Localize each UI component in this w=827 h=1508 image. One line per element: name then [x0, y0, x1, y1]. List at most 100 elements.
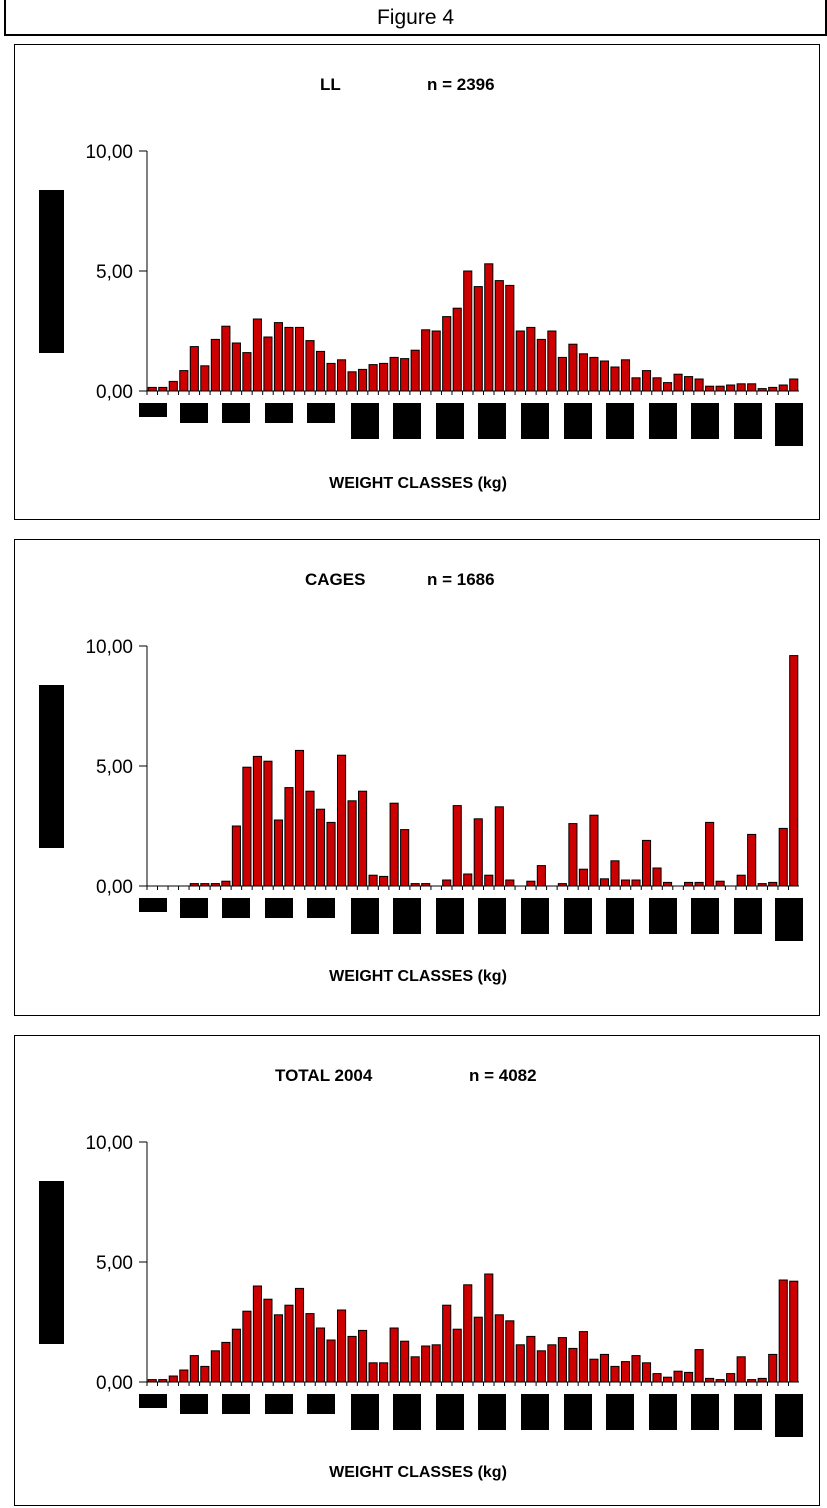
bar	[599, 360, 610, 392]
bar	[557, 883, 567, 887]
bar	[694, 378, 704, 392]
bar	[673, 373, 683, 392]
bar	[484, 1273, 494, 1383]
bar	[210, 883, 220, 887]
bar	[242, 352, 252, 392]
bar	[547, 1344, 557, 1383]
redacted-x-tick-label	[606, 1394, 634, 1430]
bar	[589, 356, 599, 392]
bar	[168, 1375, 178, 1383]
redacted-x-tick-label	[351, 1394, 379, 1430]
x-axis-label: WEIGHT CLASSES (kg)	[329, 475, 507, 492]
bar	[768, 881, 778, 887]
bar	[284, 326, 294, 392]
bar	[326, 1339, 336, 1383]
redacted-x-tick-label	[564, 403, 592, 439]
redacted-x-tick-label	[649, 898, 677, 934]
bar	[200, 883, 210, 887]
bar	[200, 365, 210, 392]
bar	[358, 790, 368, 887]
redacted-x-tick-label	[180, 403, 208, 423]
y-tick-label: 10,00	[85, 1133, 133, 1154]
bar	[726, 384, 736, 392]
redacted-x-tick-label	[307, 1394, 335, 1414]
bar	[526, 326, 536, 392]
redacted-x-tick-label	[734, 403, 762, 439]
bar	[336, 1309, 347, 1383]
bar	[442, 1304, 452, 1383]
redacted-x-tick-label	[139, 1394, 167, 1408]
redacted-x-tick-label	[775, 898, 803, 941]
redacted-x-tick-label	[180, 1394, 208, 1414]
bar	[463, 1284, 473, 1383]
chart-panel-ll: LL n = 2396 10,00 5,00 0,00 WEIGHT CLASSES…	[14, 44, 820, 520]
bar	[789, 378, 799, 392]
bar-chart: 10,00 5,00 0,00	[39, 142, 803, 446]
bar	[610, 366, 620, 392]
x-axis-label: WEIGHT CLASSES (kg)	[329, 1464, 507, 1481]
bar	[147, 386, 157, 392]
bar	[410, 883, 420, 887]
bar	[778, 827, 788, 887]
bar	[557, 1337, 567, 1383]
y-tick-label: 5,00	[96, 1253, 133, 1274]
redacted-y-axis-label	[39, 190, 64, 353]
bar	[389, 802, 399, 887]
bar	[536, 865, 546, 887]
y-tick-label: 0,00	[96, 1373, 133, 1394]
bar	[400, 358, 410, 392]
bar	[526, 1335, 536, 1383]
bar	[578, 1331, 588, 1383]
bar	[768, 386, 778, 392]
redacted-x-tick-label	[564, 898, 592, 934]
bar	[221, 325, 231, 392]
bar	[768, 1353, 778, 1383]
chart-sample-size: n = 2396	[427, 75, 495, 94]
chart-panel-total: TOTAL 2004 n = 4082 10,00 5,00 0,00 WEIGHT…	[14, 1035, 820, 1506]
redacted-y-axis-label	[39, 1181, 64, 1344]
chart-title: CAGES	[305, 570, 366, 589]
bar	[431, 1344, 441, 1383]
bar-chart: 10,00 5,00 0,00	[39, 637, 803, 941]
bar	[662, 382, 673, 392]
bar	[578, 868, 588, 887]
bar	[305, 1313, 315, 1383]
bar	[368, 874, 378, 887]
bar	[410, 1356, 420, 1383]
bar	[673, 1370, 683, 1383]
bar	[273, 322, 284, 392]
x-axis-label: WEIGHT CLASSES (kg)	[329, 968, 507, 985]
bar	[168, 380, 178, 392]
bar	[757, 1377, 767, 1383]
redacted-x-tick-label	[775, 1394, 803, 1437]
bar	[715, 385, 725, 392]
bar	[484, 263, 494, 392]
bar	[494, 1314, 504, 1383]
redacted-x-tick-label	[265, 403, 293, 423]
bar	[379, 362, 389, 392]
figure-title-box: Figure 4	[4, 0, 827, 36]
bar	[200, 1365, 210, 1383]
redacted-x-tick-label	[775, 403, 803, 446]
redacted-x-tick-label	[606, 898, 634, 934]
bar	[515, 330, 525, 392]
bar	[400, 1340, 410, 1383]
bar	[347, 371, 357, 392]
bar	[789, 1280, 799, 1383]
redacted-x-tick-label	[478, 1394, 506, 1430]
bar	[305, 340, 315, 392]
y-tick-label: 5,00	[96, 757, 133, 778]
redacted-x-tick-label	[691, 898, 719, 934]
bar	[179, 1369, 189, 1383]
bar	[442, 316, 452, 392]
bar	[347, 1335, 357, 1383]
bar	[336, 754, 347, 887]
bar	[705, 1377, 715, 1383]
bar	[315, 350, 326, 392]
bar	[694, 881, 704, 887]
bar	[189, 1355, 199, 1383]
bar	[294, 326, 305, 392]
bar	[431, 330, 441, 392]
chart-title: TOTAL 2004	[275, 1066, 373, 1085]
bar	[473, 1316, 483, 1383]
